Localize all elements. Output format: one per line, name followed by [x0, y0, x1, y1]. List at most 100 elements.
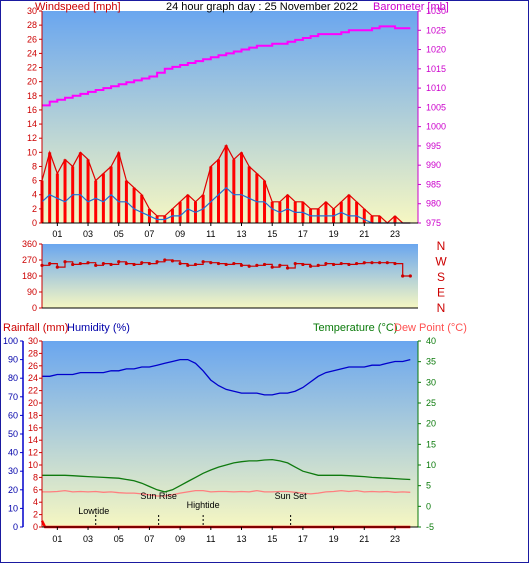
x-tick-label: 11 [206, 229, 215, 239]
x-tick-label: 21 [359, 534, 369, 544]
barometer-axis-label: Barometer [mb] [373, 1, 449, 13]
wind-direction-point [285, 266, 290, 270]
barometer-y-tick-label: 1010 [426, 83, 446, 93]
x-tick-label: 05 [114, 534, 124, 544]
temperature-y-tick-label: 30 [426, 377, 436, 387]
wind-direction-point [178, 261, 182, 266]
wind-direction-point [347, 262, 351, 267]
x-tick-label: 01 [52, 229, 62, 239]
dew-point-axis-label: Dew Point (°C) [394, 322, 467, 334]
humidity-y-tick-label: 90 [8, 355, 18, 365]
wind-direction-point [408, 274, 412, 278]
wind-y-tick-label: 2 [32, 204, 37, 214]
rainfall-y-tick-label: 0 [33, 522, 38, 532]
wind-y-tick-label: 6 [32, 176, 37, 186]
temperature-plot-background [42, 341, 418, 527]
wind-direction-point [370, 261, 374, 265]
wind-direction-point [255, 263, 259, 267]
wind-y-tick-label: 8 [32, 161, 37, 171]
wind-direction-point [239, 263, 244, 267]
humidity-y-tick-label: 60 [8, 410, 18, 420]
rainfall-y-tick-label: 22 [28, 386, 38, 396]
wind-y-tick-label: 12 [27, 133, 37, 143]
wind-direction-point [378, 261, 382, 265]
temperature-y-tick-label: -5 [426, 522, 434, 532]
temperature-y-tick-label: 35 [426, 357, 436, 367]
x-tick-label: 03 [83, 229, 93, 239]
x-tick-label: 03 [83, 534, 93, 544]
rainfall-y-tick-label: 24 [28, 373, 38, 383]
wind-direction-point [301, 262, 305, 267]
x-tick-label: 13 [237, 534, 247, 544]
humidity-y-tick-label: 30 [8, 466, 18, 476]
rainfall-y-tick-label: 14 [28, 435, 38, 445]
wind-direction-point [48, 261, 52, 266]
wind-y-tick-label: 30 [27, 6, 37, 16]
rainfall-axis-label: Rainfall (mm) [3, 322, 68, 334]
compass-label: W [435, 255, 447, 269]
humidity-y-tick-label: 20 [8, 485, 18, 495]
rainfall-y-tick-label: 4 [33, 497, 38, 507]
wind-y-tick-label: 14 [27, 119, 37, 129]
x-tick-label: 21 [359, 229, 369, 239]
barometer-y-tick-label: 995 [426, 141, 441, 151]
x-tick-label: 09 [175, 534, 185, 544]
wind-direction-point [232, 261, 236, 266]
graph-title: 24 hour graph day : 25 November 2022 [166, 1, 358, 13]
direction-y-tick-label: 180 [22, 271, 37, 281]
barometer-line [42, 25, 411, 107]
x-tick-label: 23 [390, 534, 400, 544]
humidity-y-tick-label: 0 [13, 522, 18, 532]
wind-barometer-panel: 0246810121416182022242628309759809859909… [27, 1, 449, 239]
humidity-y-tick-label: 10 [8, 503, 18, 513]
rainfall-y-tick-label: 2 [33, 510, 38, 520]
wind-direction-point [109, 262, 113, 267]
wind-y-tick-label: 22 [27, 63, 37, 73]
compass-label: E [437, 286, 445, 300]
wind-direction-point [132, 262, 136, 267]
x-tick-label: 13 [237, 229, 247, 239]
wind-direction-point [63, 260, 67, 264]
x-tick-label: 17 [298, 229, 308, 239]
wind-direction-point [293, 261, 297, 266]
wind-direction-point [355, 261, 359, 266]
x-tick-label: 09 [175, 229, 185, 239]
rainfall-y-tick-label: 28 [28, 348, 38, 358]
wind-y-tick-label: 10 [27, 147, 37, 157]
x-tick-label: 19 [329, 534, 339, 544]
wind-direction-point [270, 265, 274, 269]
compass-label: N [437, 301, 446, 315]
rainfall-y-tick-label: 10 [28, 460, 38, 470]
wind-y-tick-label: 16 [27, 105, 37, 115]
wind-direction-point [124, 261, 129, 266]
wind-direction-point [170, 259, 175, 263]
wind-y-tick-label: 24 [27, 48, 37, 58]
temperature-y-tick-label: 20 [426, 419, 436, 429]
x-tick-label: 17 [298, 534, 308, 544]
barometer-y-tick-label: 1000 [426, 122, 446, 132]
wind-direction-point [201, 260, 205, 264]
rainfall-y-tick-label: 6 [33, 485, 38, 495]
humidity-y-tick-label: 50 [8, 429, 18, 439]
x-tick-label: 23 [390, 229, 400, 239]
humidity-y-tick-label: 40 [8, 448, 18, 458]
temperature-y-tick-label: 5 [426, 481, 431, 491]
wind-direction-point [339, 261, 343, 266]
wind-direction-point [385, 261, 389, 265]
wind-direction-point [216, 261, 221, 266]
temperature-axis-label: Temperature (°C) [313, 322, 397, 334]
barometer-y-tick-label: 975 [426, 218, 441, 228]
direction-y-tick-label: 90 [27, 287, 37, 297]
wind-direction-point [401, 274, 405, 278]
wind-direction-point [78, 261, 82, 266]
wind-direction-point [209, 261, 213, 265]
wind-direction-point [278, 263, 282, 267]
barometer-y-tick-label: 1015 [426, 64, 446, 74]
x-tick-label: 15 [267, 229, 277, 239]
wind-direction-point [55, 265, 59, 269]
x-tick-label: 15 [267, 534, 277, 544]
wind-direction-point [247, 264, 251, 268]
windspeed-axis-label: Windspeed [mph] [35, 1, 121, 13]
